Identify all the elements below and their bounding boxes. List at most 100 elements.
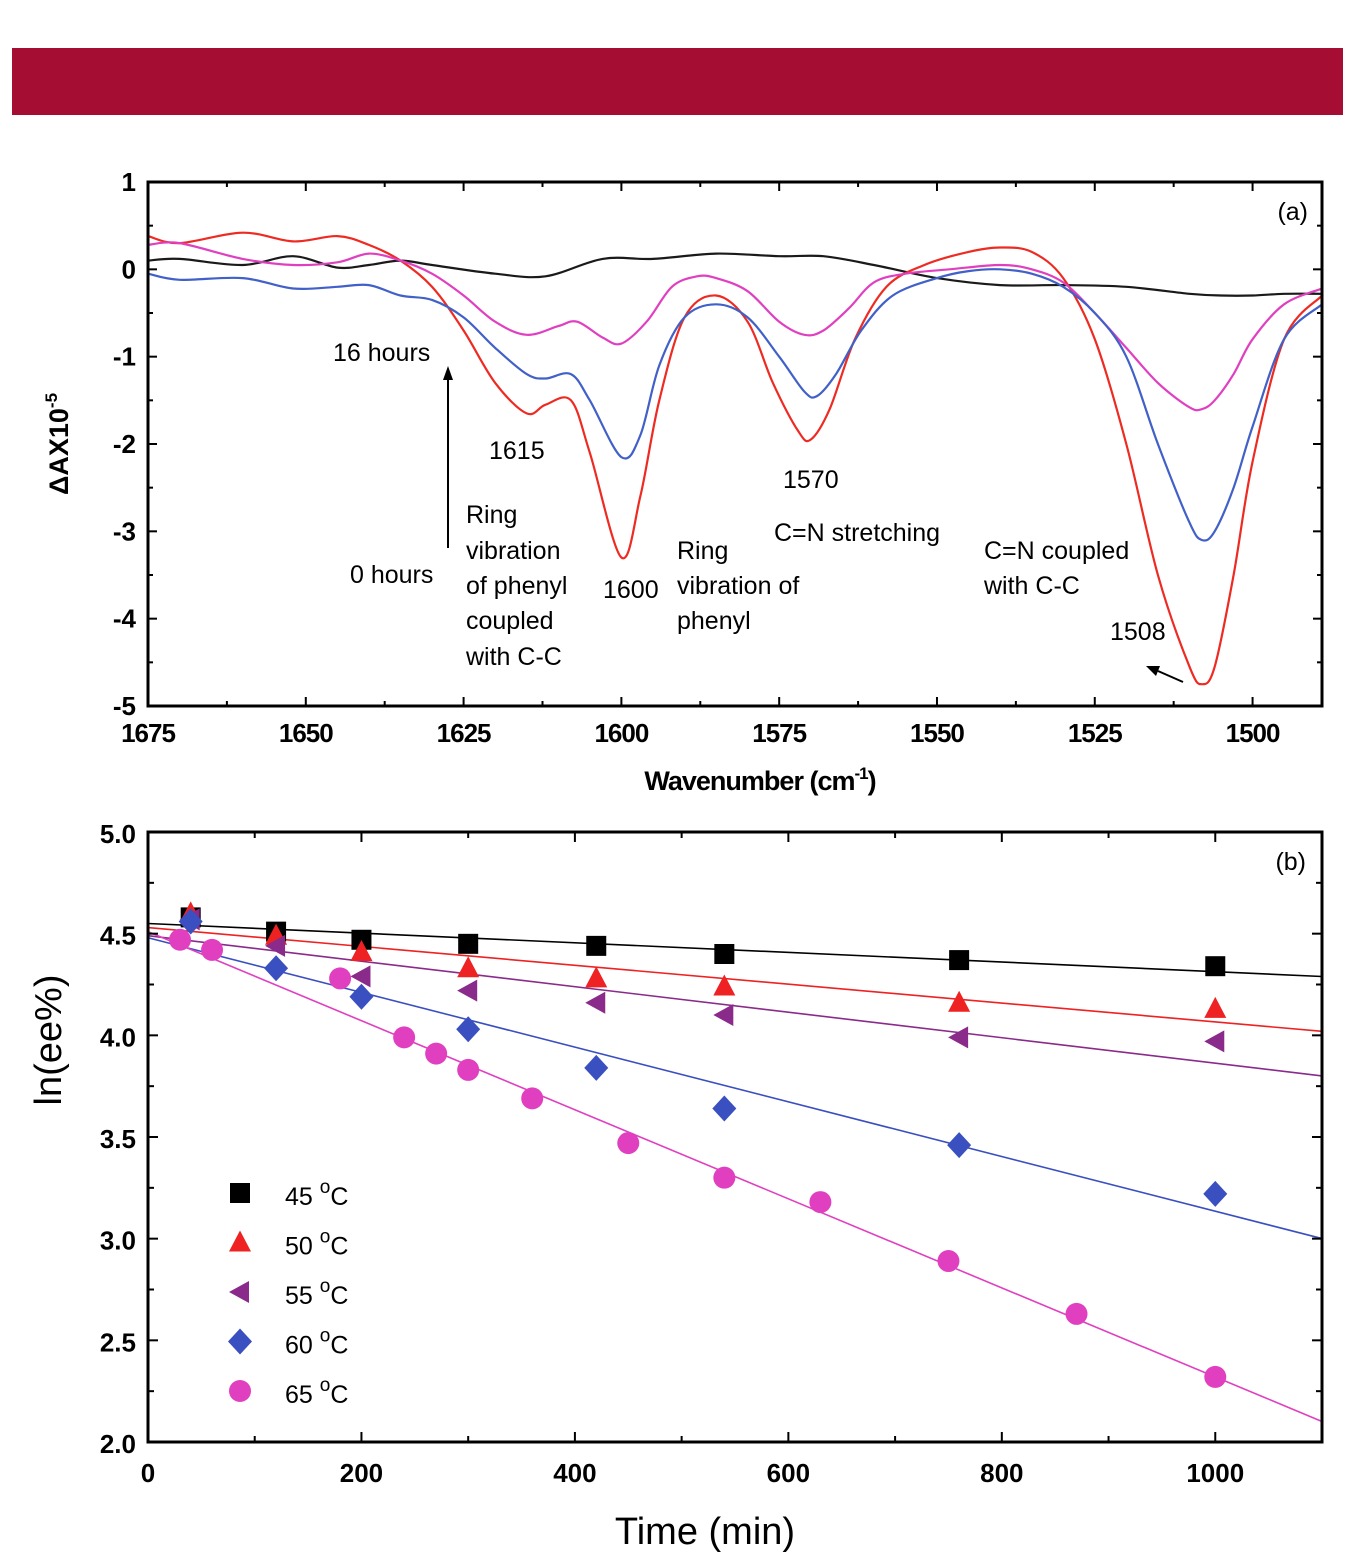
x-tick-label: 1600 — [594, 718, 648, 748]
annotation-cn-stretching: C=N stretching — [774, 519, 940, 547]
annotation-cn-line2: with C-C — [983, 572, 1080, 600]
data-point-series-3 — [178, 908, 203, 935]
legend-marker-series-2 — [229, 1281, 249, 1303]
panel-b-xlabel: Time (min) — [615, 1511, 795, 1553]
data-point-series-2 — [585, 991, 606, 1014]
legend-label-series-3: 60 oC — [285, 1326, 348, 1360]
data-point-series-0 — [458, 933, 479, 954]
x-tick-label: 0 — [141, 1458, 155, 1488]
data-point-series-3 — [349, 983, 374, 1010]
panel-a-ticks: 1675 1650 1625 1600 1575 1550 1525 1500 1 0 -1 -2 -3… — [113, 167, 1322, 748]
annotation-ring1-line4: coupled — [466, 607, 554, 635]
panel-a-xlabel-close: ) — [868, 766, 876, 796]
legend-unit: C — [330, 1233, 348, 1261]
data-point-series-2 — [713, 1004, 734, 1026]
data-point-series-4 — [809, 1191, 832, 1214]
legend-marker-series-3 — [228, 1328, 252, 1355]
annotation-ring2-line2: vibration of — [677, 572, 799, 600]
panel-b-label: (b) — [1275, 848, 1306, 876]
annotation-ring2-line3: phenyl — [677, 607, 751, 635]
data-point-series-4 — [1204, 1365, 1227, 1388]
panel-b-ticks: 0 200 400 600 800 1000 5.0 4.5 4.0 3.5 3.0 2.5 2.0 — [100, 819, 1322, 1488]
data-point-series-2 — [350, 965, 371, 988]
x-tick-label: 200 — [340, 1458, 383, 1488]
y-tick-label: 5.0 — [100, 819, 136, 849]
legend-degree: o — [320, 1276, 331, 1297]
legend-degree: o — [320, 1177, 331, 1198]
x-tick-label: 1625 — [437, 718, 491, 748]
data-point-series-4 — [201, 938, 224, 961]
data-point-series-1 — [585, 966, 608, 988]
data-point-series-3 — [456, 1016, 481, 1043]
legend-label-series-2: 55 oC — [285, 1276, 348, 1310]
panel-a-xlabel-text: Wavenumber (cm — [644, 766, 854, 796]
fit-line-series-0 — [147, 922, 1323, 978]
legend-unit: C — [330, 1332, 348, 1360]
annotation-1600: 1600 — [603, 576, 659, 604]
data-point-series-1 — [457, 956, 480, 978]
y-tick-label: 0 — [122, 254, 136, 284]
y-tick-label: -5 — [113, 691, 136, 721]
legend-temp: 60 — [285, 1332, 320, 1360]
data-point-series-4 — [457, 1058, 480, 1081]
x-tick-label: 1575 — [752, 718, 806, 748]
data-point-series-1 — [948, 990, 971, 1012]
panel-b-frame — [146, 830, 1324, 1444]
panel-a-label: (a) — [1277, 198, 1308, 226]
data-point-series-2 — [265, 934, 286, 957]
data-point-series-3 — [712, 1095, 737, 1122]
data-point-series-4 — [169, 928, 192, 951]
panel-a-ylabel-sup: -5 — [42, 393, 61, 408]
header-banner — [12, 48, 1343, 115]
panel-b-ylabel: ln(ee%) — [28, 975, 70, 1106]
y-tick-label: 2.5 — [100, 1327, 136, 1357]
data-point-series-1 — [350, 939, 373, 961]
x-tick-label: 1650 — [279, 718, 333, 748]
panel-a-xlabel-sup: -1 — [854, 764, 868, 783]
data-point-series-4 — [329, 967, 352, 990]
x-tick-label: 1000 — [1186, 1458, 1244, 1488]
panel-a-series — [147, 231, 1323, 686]
legend-degree: o — [320, 1375, 331, 1396]
data-point-series-2 — [1204, 1030, 1225, 1053]
legend-label-series-0: 45 oC — [285, 1177, 348, 1211]
y-tick-label: 1 — [122, 167, 136, 197]
legend-temp: 65 — [285, 1381, 320, 1409]
data-point-series-4 — [425, 1042, 448, 1065]
data-point-series-3 — [947, 1132, 972, 1159]
data-point-series-1 — [713, 974, 736, 996]
annotation-1615: 1615 — [489, 437, 545, 465]
panel-a: 1675 1650 1625 1600 1575 1550 1525 1500 1 0 -1 -2 -3… — [42, 167, 1324, 796]
x-tick-label: 1675 — [121, 718, 175, 748]
legend-marker-series-4 — [229, 1380, 251, 1402]
legend-marker-series-0 — [230, 1183, 250, 1203]
fit-line-series-2 — [147, 934, 1323, 1077]
y-tick-label: 4.5 — [100, 921, 136, 951]
data-point-series-1 — [1204, 996, 1227, 1018]
x-tick-label: 600 — [767, 1458, 810, 1488]
annotation-ring1-line3: of phenyl — [466, 572, 567, 600]
data-point-series-3 — [584, 1054, 609, 1081]
fit-line-series-1 — [147, 926, 1323, 1033]
x-tick-label: 1550 — [910, 718, 964, 748]
y-tick-label: -2 — [113, 429, 136, 459]
peak-1508-arrow-head — [1146, 666, 1160, 676]
annotation-ring2-line1: Ring — [677, 537, 728, 565]
panel-b: 0 200 400 600 800 1000 5.0 4.5 4.0 3.5 3.0 2.5 2.0 (… — [28, 819, 1324, 1553]
legend-degree: o — [320, 1326, 331, 1347]
y-tick-label: -3 — [113, 516, 136, 546]
legend-temp: 50 — [285, 1233, 320, 1261]
data-point-series-0 — [586, 935, 607, 956]
data-point-series-4 — [1065, 1302, 1088, 1325]
legend-label-series-4: 65 oC — [285, 1375, 348, 1409]
y-tick-label: 4.0 — [100, 1022, 136, 1052]
annotation-ring1-line1: Ring — [466, 501, 517, 529]
y-tick-label: 3.0 — [100, 1226, 136, 1256]
panel-a-ylabel: ΔAX10-5 — [42, 393, 74, 495]
panel-a-ylabel-text: ΔAX10 — [44, 408, 74, 495]
panel-b-fit-lines — [147, 922, 1323, 1423]
legend-unit: C — [330, 1183, 348, 1211]
data-point-series-3 — [1203, 1180, 1228, 1207]
